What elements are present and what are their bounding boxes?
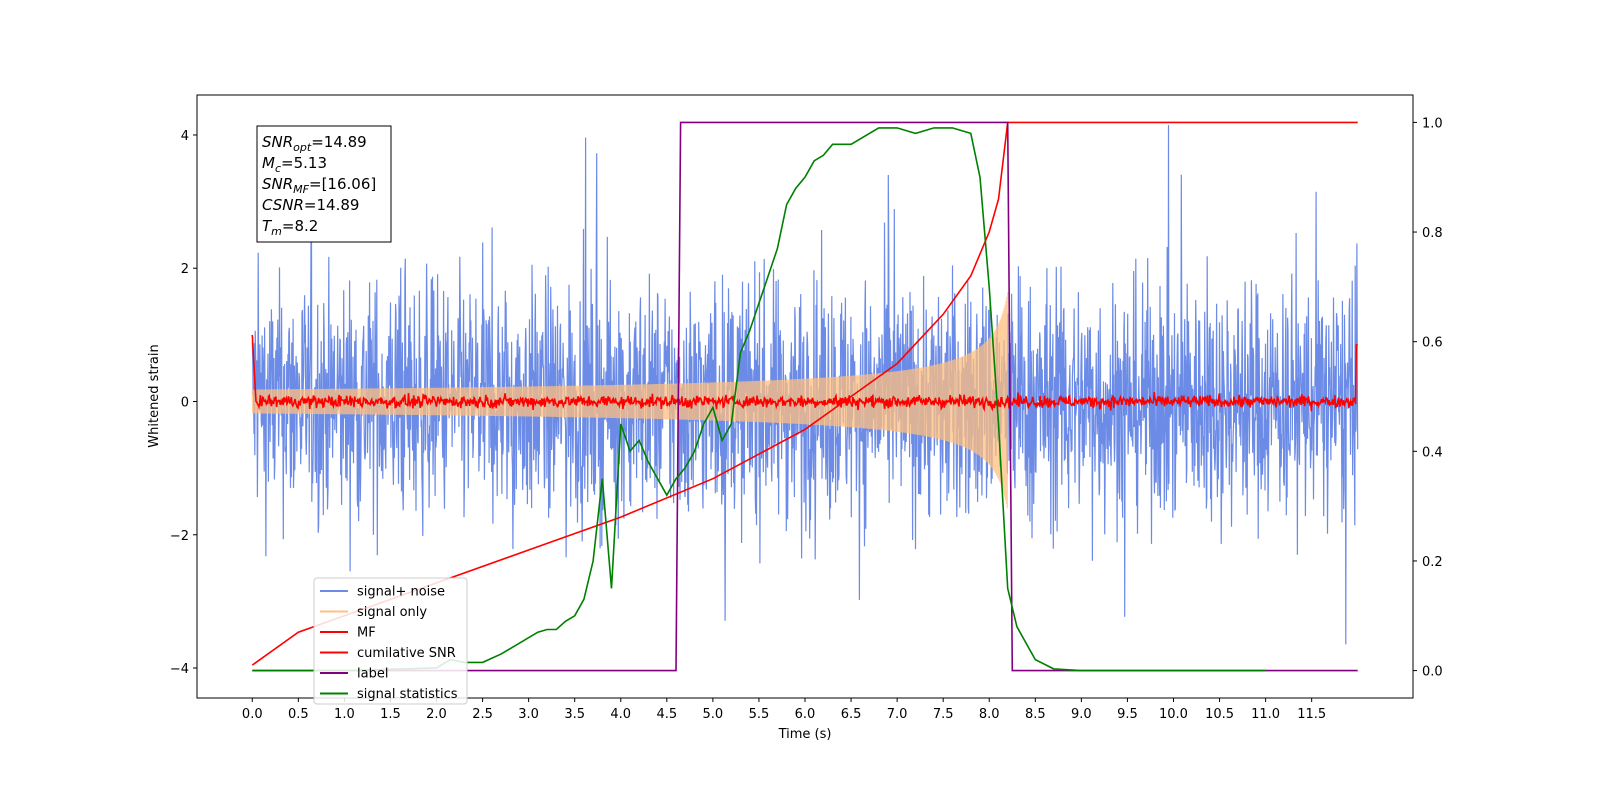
y-right-tick-label: 0.0 [1422, 665, 1443, 680]
legend-label-signal-noise: signal+ noise [357, 585, 445, 600]
stats-line: Tm=8.2 [262, 217, 318, 238]
y-right-tick-label: 1.0 [1422, 116, 1443, 131]
x-tick-label: 1.5 [380, 707, 401, 722]
legend-label-mf: MF [357, 626, 376, 641]
y-left-tick-label: 4 [181, 129, 189, 144]
series-line-mf [251, 334, 1358, 413]
stats-box-frame [256, 125, 392, 243]
legend-label-label: label [357, 667, 388, 682]
stats-line: SNRMF=[16.06] [262, 175, 376, 196]
legend: signal+ noise signal only MF cumilative SNR… [313, 577, 468, 705]
y-left-tick-label: 0 [181, 395, 189, 410]
x-tick-label: 9.5 [1117, 707, 1138, 722]
x-tick-label: 6.0 [795, 707, 816, 722]
x-axis-label: Time (s) [778, 727, 832, 742]
y-right-tick-label: 0.2 [1422, 555, 1443, 570]
stats-line: CSNR=14.89 [262, 196, 359, 214]
x-tick-label: 7.5 [933, 707, 954, 722]
x-tick-label: 5.0 [703, 707, 724, 722]
y-left-tick-label: −4 [170, 662, 189, 677]
x-tick-label: 3.5 [564, 707, 585, 722]
x-tick-label: 8.5 [1025, 707, 1046, 722]
x-axis-ticks: 0.0 0.5 1.0 1.5 2.0 2.5 3.0 3.5 4.0 4.5 5.0 5.5 6.0 6… [242, 698, 1326, 722]
x-tick-label: 4.0 [610, 707, 631, 722]
x-tick-label: 7.0 [887, 707, 908, 722]
series-line-signal-statistics [252, 127, 1266, 672]
y-axis-left-ticks: −4 −2 0 2 4 [170, 129, 197, 677]
x-tick-label: 5.5 [749, 707, 770, 722]
x-tick-label: 0.5 [288, 707, 309, 722]
legend-frame [313, 577, 468, 705]
x-tick-label: 9.0 [1071, 707, 1092, 722]
legend-label-signal-only: signal only [357, 605, 427, 620]
legend-label-cumilative-snr: cumilative SNR [357, 646, 456, 661]
stats-box: SNRopt=14.89Mc=5.13SNRMF=[16.06]CSNR=14.… [256, 125, 392, 243]
x-tick-label: 4.5 [656, 707, 677, 722]
x-tick-label: 8.0 [979, 707, 1000, 722]
x-tick-label: 1.0 [334, 707, 355, 722]
y-axis-right-ticks: 0.0 0.2 0.4 0.6 0.8 1.0 [1413, 116, 1443, 680]
y-right-tick-label: 0.4 [1422, 445, 1443, 460]
y-right-tick-label: 0.8 [1422, 226, 1443, 241]
x-tick-label: 10.5 [1205, 707, 1234, 722]
x-tick-label: 2.0 [426, 707, 447, 722]
x-tick-label: 3.0 [518, 707, 539, 722]
x-tick-label: 11.0 [1251, 707, 1280, 722]
series-line-signal-only [251, 292, 1009, 509]
x-tick-label: 2.5 [472, 707, 493, 722]
x-tick-label: 0.0 [242, 707, 263, 722]
legend-label-signal-statistics: signal statistics [357, 687, 458, 702]
stats-line: Mc=5.13 [262, 154, 327, 175]
y-left-tick-label: −2 [170, 529, 189, 544]
x-tick-label: 6.5 [841, 707, 862, 722]
y-axis-label: Whitened strain [147, 344, 162, 447]
y-left-tick-label: 2 [181, 262, 189, 277]
stats-line: SNRopt=14.89 [262, 133, 367, 154]
y-right-tick-label: 0.6 [1422, 336, 1443, 351]
x-tick-label: 11.5 [1297, 707, 1326, 722]
x-tick-label: 10.0 [1159, 707, 1188, 722]
